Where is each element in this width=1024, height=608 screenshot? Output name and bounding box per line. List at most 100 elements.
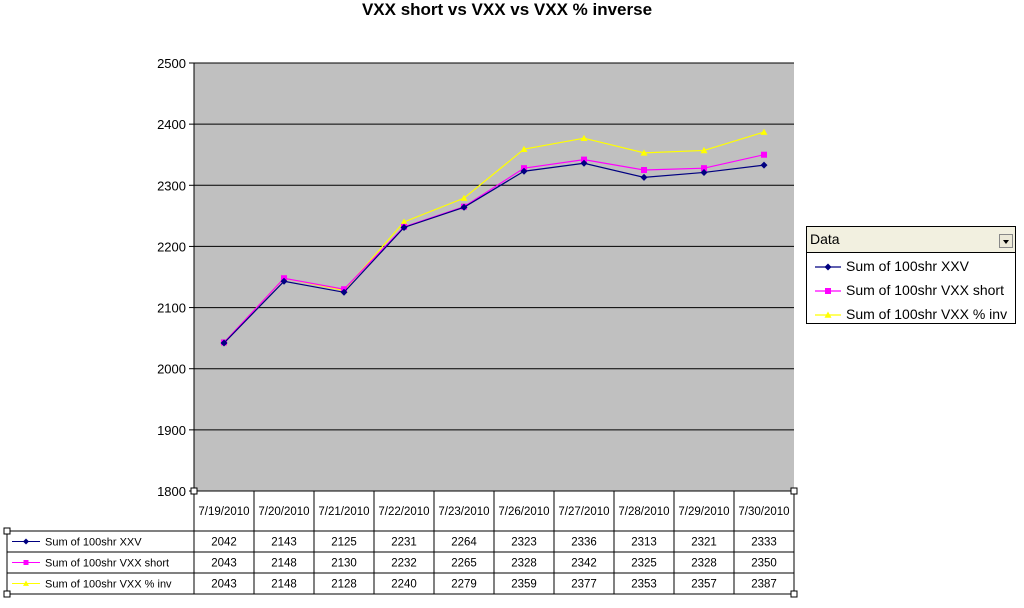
y-tick-label: 2400	[157, 117, 186, 132]
data-point	[280, 277, 288, 285]
data-point	[700, 168, 708, 176]
data-point	[761, 151, 767, 158]
table-cell: 2232	[391, 558, 417, 570]
table-legend-marker	[23, 560, 29, 565]
category-label: 7/29/2010	[678, 506, 729, 518]
grid-lines	[194, 62, 794, 431]
legend-swatch-marker	[824, 263, 832, 271]
legend[interactable]: Data Sum of 100shr XXV Sum of 100shr VXX …	[806, 226, 1016, 324]
table-cell: 2328	[691, 558, 717, 570]
table-cell: 2231	[391, 537, 417, 549]
legend-swatch	[815, 263, 841, 271]
table-cell: 2130	[331, 558, 357, 570]
data-point	[220, 339, 228, 347]
table-series-label: Sum of 100shr XXV	[45, 537, 142, 549]
resize-handle[interactable]	[190, 487, 198, 495]
table-cell: 2043	[211, 579, 237, 591]
table-series-label: Sum of 100shr VXX % inv	[45, 579, 172, 591]
y-axis: 1800 1900 2000 2100 2200 2300 2400 2500	[157, 56, 195, 499]
data-point	[400, 223, 408, 231]
legend-swatch	[815, 288, 841, 294]
resize-handle[interactable]	[790, 487, 798, 495]
table-cell: 2279	[451, 579, 477, 591]
resize-handle[interactable]	[3, 590, 11, 598]
series-line	[223, 154, 765, 343]
legend-item-label: Sum of 100shr XXV	[846, 258, 969, 274]
chevron-down-icon	[1003, 240, 1009, 244]
legend-swatch	[815, 311, 841, 318]
category-label: 7/22/2010	[378, 506, 429, 518]
series-line	[223, 162, 765, 344]
category-label: 7/23/2010	[438, 506, 489, 518]
category-label: 7/19/2010	[198, 506, 249, 518]
y-tick-label: 1800	[157, 484, 186, 499]
data-point	[640, 149, 648, 156]
table-cell: 2359	[511, 579, 537, 591]
data-point	[460, 194, 468, 201]
data-point	[701, 165, 707, 172]
table-cell: 2148	[271, 558, 297, 570]
data-point	[520, 167, 528, 175]
y-tick-label: 2300	[157, 178, 186, 193]
legend-swatch-marker	[825, 288, 831, 294]
category-label: 7/28/2010	[618, 506, 669, 518]
table-cell: 2148	[271, 579, 297, 591]
table-cell: 2387	[751, 579, 777, 591]
data-point	[640, 173, 648, 181]
table-legend-marker	[23, 580, 29, 586]
table-cell: 2043	[211, 558, 237, 570]
category-label: 7/27/2010	[558, 506, 609, 518]
legend-header[interactable]: Data	[807, 227, 1015, 253]
table-cell: 2377	[571, 579, 597, 591]
selection-handles[interactable]	[3, 487, 798, 598]
table-cell: 2240	[391, 579, 417, 591]
data-point	[460, 203, 468, 211]
table-cell: 2042	[211, 537, 237, 549]
table-cell: 2143	[271, 537, 297, 549]
table-cell: 2336	[571, 537, 597, 549]
y-tick-label: 1900	[157, 423, 186, 438]
chart-title: VXX short vs VXX vs VXX % inverse	[362, 0, 652, 19]
plot-area	[194, 63, 794, 491]
data-point	[520, 145, 528, 153]
legend-item-label: Sum of 100shr VXX short	[846, 282, 1004, 298]
legend-item[interactable]: Sum of 100shr XXV	[807, 255, 1015, 279]
legend-dropdown-button[interactable]	[999, 234, 1013, 248]
table-cell: 2128	[331, 579, 357, 591]
resize-handle[interactable]	[790, 590, 798, 598]
table-cell: 2325	[631, 558, 657, 570]
table-cell: 2342	[571, 558, 597, 570]
data-point	[760, 161, 768, 169]
y-tick-label: 2000	[157, 362, 186, 377]
table-cell: 2125	[331, 537, 357, 549]
data-point	[400, 218, 408, 225]
table-cell: 2333	[751, 537, 777, 549]
data-table: 7/19/2010 7/20/2010 7/21/2010 7/22/2010 7/23…	[6, 490, 795, 595]
data-point	[340, 288, 348, 296]
y-tick-label: 2200	[157, 239, 186, 254]
y-tick-label: 2500	[157, 56, 186, 71]
table-cell: 2357	[691, 579, 717, 591]
legend-title: Data	[810, 231, 840, 247]
table-cell: 2328	[511, 558, 537, 570]
legend-item-label: Sum of 100shr VXX % inv	[846, 306, 1008, 322]
data-point	[700, 146, 708, 154]
table-cell: 2350	[751, 558, 777, 570]
table-cell: 2353	[631, 579, 657, 591]
table-cell: 2265	[451, 558, 477, 570]
table-cell: 2264	[451, 537, 477, 549]
legend-item[interactable]: Sum of 100shr VXX short	[807, 279, 1015, 303]
category-label: 7/21/2010	[318, 506, 369, 518]
data-point	[580, 159, 588, 167]
table-cell: 2313	[631, 537, 657, 549]
category-label: 7/26/2010	[498, 506, 549, 518]
data-point	[760, 128, 768, 135]
y-tick-label: 2100	[157, 301, 186, 316]
series-line	[223, 131, 765, 343]
legend-swatch-marker	[824, 311, 832, 318]
category-label: 7/30/2010	[738, 506, 789, 518]
resize-handle[interactable]	[3, 527, 11, 535]
legend-item[interactable]: Sum of 100shr VXX % inv	[807, 303, 1015, 327]
data-point	[581, 156, 587, 163]
